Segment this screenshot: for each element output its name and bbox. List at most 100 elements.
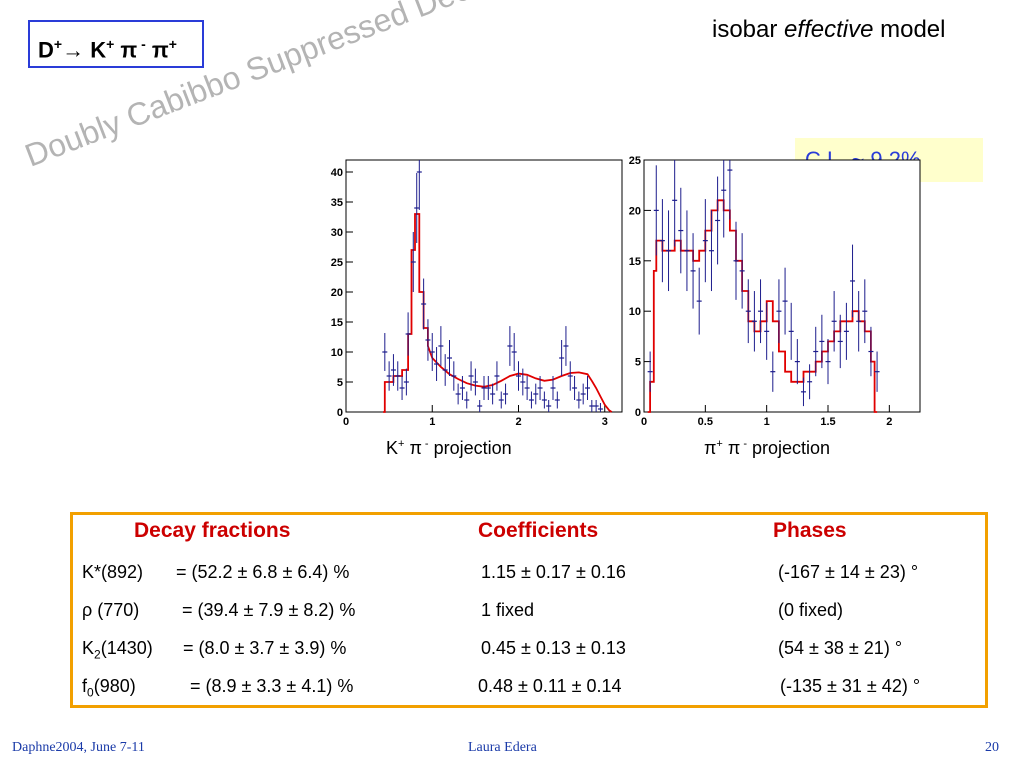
decay-arrow: → [62, 37, 85, 63]
data-point [708, 210, 714, 292]
x-tick-label: 2 [886, 416, 892, 428]
data-point [819, 314, 825, 369]
data-point [395, 361, 401, 391]
data-point [739, 233, 745, 309]
data-point [429, 333, 435, 371]
data-point [764, 302, 770, 360]
data-point [807, 364, 813, 400]
y-tick-label: 10 [331, 347, 343, 359]
data-point [537, 376, 543, 400]
data-point [386, 361, 392, 391]
row-name-main: K [82, 638, 95, 658]
row-fraction-k892: = (52.2 ± 6.8 ± 6.4) % [176, 562, 350, 582]
data-point [837, 314, 843, 369]
data-point [447, 340, 452, 376]
data-point [850, 244, 856, 318]
decay-pi-minus: π [114, 37, 138, 63]
data-point [788, 302, 794, 360]
data-point [666, 210, 672, 292]
x-tick-label: 0 [343, 416, 349, 428]
data-point [503, 383, 509, 405]
data-point [874, 351, 880, 392]
row-fraction-f0980: = (8.9 ± 3.3 ± 4.1) % [190, 676, 354, 696]
data-point [516, 361, 521, 391]
left-label-pi: π [404, 438, 422, 458]
data-point [843, 302, 849, 360]
y-tick-label: 15 [629, 256, 641, 268]
data-point [800, 377, 806, 407]
data-point [434, 347, 440, 381]
x-tick-label: 3 [602, 416, 608, 428]
decay-pi-plus-charge: + [168, 36, 177, 52]
row-name-subscript: 0 [87, 685, 94, 700]
data-point [776, 279, 782, 344]
decay-k: K [84, 37, 107, 63]
model-title-pre: isobar [712, 16, 785, 43]
model-title-emphasis: effective [784, 16, 874, 43]
data-point [405, 312, 411, 356]
data-point [520, 368, 526, 396]
data-point [576, 391, 582, 409]
data-point [485, 376, 491, 400]
data-point [459, 376, 465, 400]
row-name-main: K*(892) [82, 562, 144, 582]
data-point [563, 326, 569, 366]
x-tick-label: 0 [641, 416, 647, 428]
data-point [580, 383, 586, 405]
left-label-text: projection [428, 438, 512, 458]
data-point [659, 199, 665, 283]
y-tick-label: 40 [331, 167, 343, 179]
row-name-mass: (1430) [100, 638, 153, 658]
row-fraction-k21430: = (8.0 ± 3.7 ± 3.9) % [183, 638, 347, 658]
row-coefficient-rho770: 1 fixed [481, 600, 535, 620]
data-point [511, 333, 517, 371]
data-point [541, 391, 547, 409]
data-point [751, 291, 757, 352]
data-point [421, 278, 427, 330]
x-tick-label: 0.5 [698, 416, 713, 428]
y-tick-label: 25 [629, 156, 641, 167]
row-phase-k21430: (54 ± 38 ± 21) ° [778, 638, 903, 658]
model-title: isobar effective model [712, 16, 945, 44]
pipi-projection-label: π+ π - projection [704, 438, 830, 459]
data-point [721, 160, 727, 238]
y-tick-label: 35 [331, 197, 343, 209]
row-name-subscript: 2 [94, 647, 101, 662]
data-point [647, 351, 653, 392]
data-point [477, 400, 483, 412]
data-point [528, 391, 534, 409]
data-point [464, 391, 470, 409]
data-point [653, 165, 659, 256]
decay-pi-plus: π [145, 37, 169, 63]
data-point [715, 176, 721, 265]
header-phases: Phases [773, 519, 847, 542]
data-point [490, 383, 496, 405]
right-label-pi2: π [722, 438, 741, 458]
data-point [868, 326, 874, 377]
x-tick-label: 1 [429, 416, 435, 428]
data-point [382, 333, 388, 371]
y-tick-label: 5 [635, 357, 641, 369]
data-point [585, 376, 590, 400]
footer-author: Laura Edera [468, 740, 537, 755]
y-tick-label: 20 [629, 205, 641, 217]
row-coefficient-k21430: 0.45 ± 0.13 ± 0.13 [481, 638, 626, 658]
y-tick-label: 15 [331, 317, 343, 329]
data-point [862, 279, 868, 344]
data-point [678, 187, 684, 274]
row-phase-k892: (-167 ± 14 ± 23) ° [778, 562, 919, 582]
x-tick-label: 2 [515, 416, 521, 428]
right-label-pi2-charge: - [740, 438, 748, 450]
row-fraction-rho770: = (39.4 ± 7.9 ± 8.2) % [182, 600, 356, 620]
data-point [745, 279, 751, 344]
data-point [390, 354, 396, 386]
decay-channel-box: D+→ K+ π - π+ [28, 20, 204, 68]
data-point [572, 376, 578, 400]
data-point [782, 267, 788, 335]
model-title-post: model [873, 16, 946, 43]
data-point [567, 361, 573, 391]
data-point [758, 279, 764, 344]
data-point [498, 391, 504, 409]
data-point [550, 376, 556, 400]
